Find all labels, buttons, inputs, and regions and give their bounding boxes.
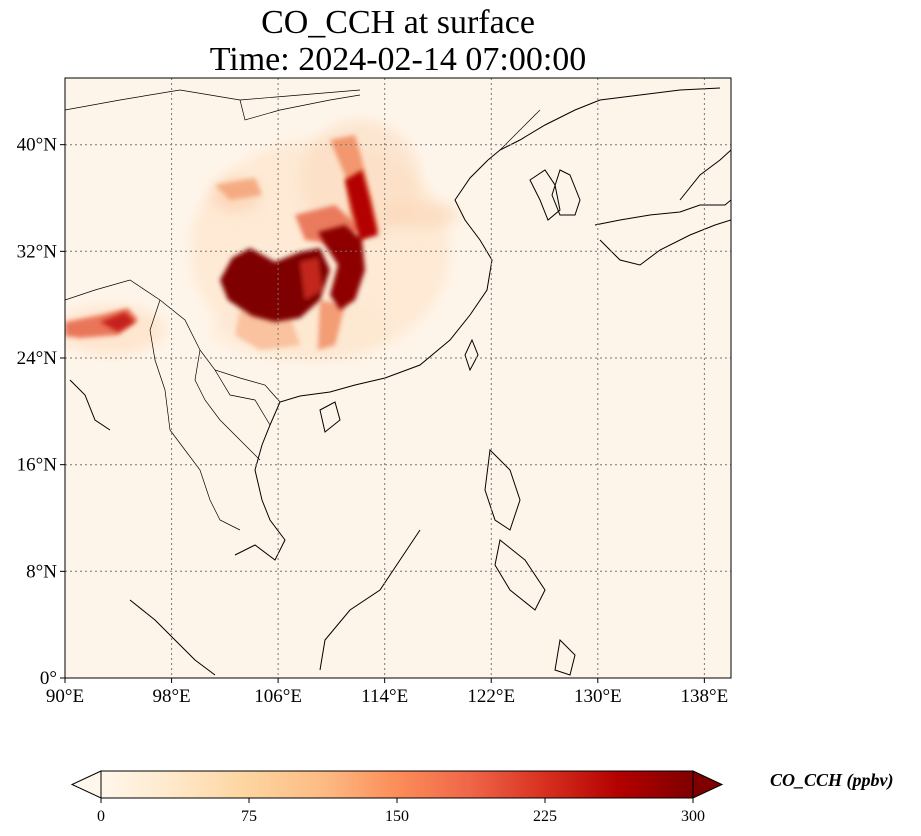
y-tick-label: 16°N	[17, 455, 58, 476]
x-tick-label: 98°E	[152, 686, 190, 707]
x-tick-label: 138°E	[681, 686, 729, 707]
y-tick-label: 8°N	[26, 561, 57, 582]
x-tick-label: 114°E	[361, 686, 408, 707]
coastlines	[69, 87, 731, 676]
map-panel	[65, 78, 731, 678]
map-title: CO_CCH at surface	[261, 4, 535, 41]
x-tick-label: 106°E	[254, 686, 302, 707]
x-axis: 90°E 98°E 106°E 114°E 122°E 130°E 138°E	[46, 678, 728, 707]
y-tick-label: 32°N	[17, 241, 58, 262]
x-tick-label: 122°E	[467, 686, 515, 707]
colorbar-ticks: 0 75 150 225 300	[97, 798, 705, 825]
x-tick-label: 90°E	[46, 686, 84, 707]
colorbar-tick-label: 150	[385, 808, 409, 825]
colorbar-tick-label: 75	[241, 808, 257, 825]
map-frame	[64, 77, 732, 679]
colorbar: 0 75 150 225 300	[70, 770, 724, 825]
colorbar-tick-label: 225	[533, 808, 557, 825]
colorbar-gradient	[101, 771, 693, 798]
x-tick-label: 130°E	[574, 686, 622, 707]
colorbar-tick-label: 300	[681, 808, 705, 825]
map-time: Time: 2024-02-14 07:00:00	[209, 41, 587, 78]
country-borders	[65, 89, 541, 531]
y-tick-label: 40°N	[17, 135, 58, 156]
gridlines	[65, 78, 731, 678]
y-tick-label: 0°	[40, 668, 57, 689]
colorbar-extend-max	[692, 770, 724, 799]
y-axis: 0° 8°N 16°N 24°N 32°N 40°N	[17, 135, 65, 689]
colorbar-label: CO_CCH (ppbv)	[770, 770, 894, 790]
colorbar-tick-label: 0	[97, 808, 105, 825]
colorbar-extend-min	[70, 770, 102, 799]
co-plume-high	[100, 170, 378, 332]
y-tick-label: 24°N	[17, 348, 58, 369]
